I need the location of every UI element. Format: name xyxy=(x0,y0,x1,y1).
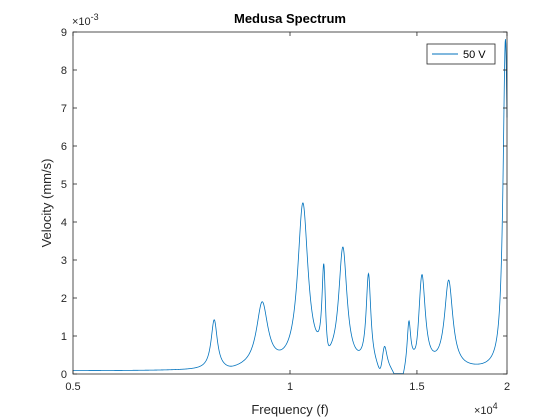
y-tick-label: 4 xyxy=(61,217,67,229)
svg-text:×10-3: ×10-3 xyxy=(72,12,99,28)
legend-box xyxy=(426,43,496,65)
y-tick-label: 9 xyxy=(61,27,67,39)
x-exponent-power: 4 xyxy=(493,401,498,411)
y-axis-label: Velocity (mm/s) xyxy=(39,159,54,248)
y-tick-label: 6 xyxy=(61,141,67,153)
y-exponent-power: -3 xyxy=(91,12,99,22)
y-exponent-label: ×10-3 xyxy=(72,12,99,28)
y-tick-label: 5 xyxy=(61,179,67,191)
chart-title: Medusa Spectrum xyxy=(234,11,346,26)
y-tick-label: 2 xyxy=(61,293,67,305)
y-tick-label: 3 xyxy=(61,255,67,267)
plot-area xyxy=(73,32,507,374)
x-tick-label: 1.5 xyxy=(409,381,424,393)
x-tick-label: 2 xyxy=(504,381,510,393)
x-tick-label: 1 xyxy=(287,381,293,393)
legend-entry-label: 50 V xyxy=(463,49,486,61)
x-exponent-base: ×10 xyxy=(474,405,493,417)
y-exponent-base: ×10 xyxy=(72,16,91,28)
y-tick-label: 8 xyxy=(61,65,67,77)
x-axis-label: Frequency (f) xyxy=(251,402,328,417)
x-exponent-label: ×104 xyxy=(474,401,498,417)
legend[interactable]: 50 V xyxy=(426,43,496,65)
y-axis-ticks: 0 1 2 3 4 5 6 7 8 9 xyxy=(61,27,507,381)
x-axis-ticks: 0.5 1 1.5 2 xyxy=(65,32,510,393)
y-tick-label: 1 xyxy=(61,331,67,343)
y-tick-label: 7 xyxy=(61,103,67,115)
series-line xyxy=(73,39,508,375)
y-tick-label: 0 xyxy=(61,369,67,381)
x-tick-label: 0.5 xyxy=(65,381,80,393)
data-layer xyxy=(73,39,508,375)
svg-text:×104: ×104 xyxy=(474,401,498,417)
